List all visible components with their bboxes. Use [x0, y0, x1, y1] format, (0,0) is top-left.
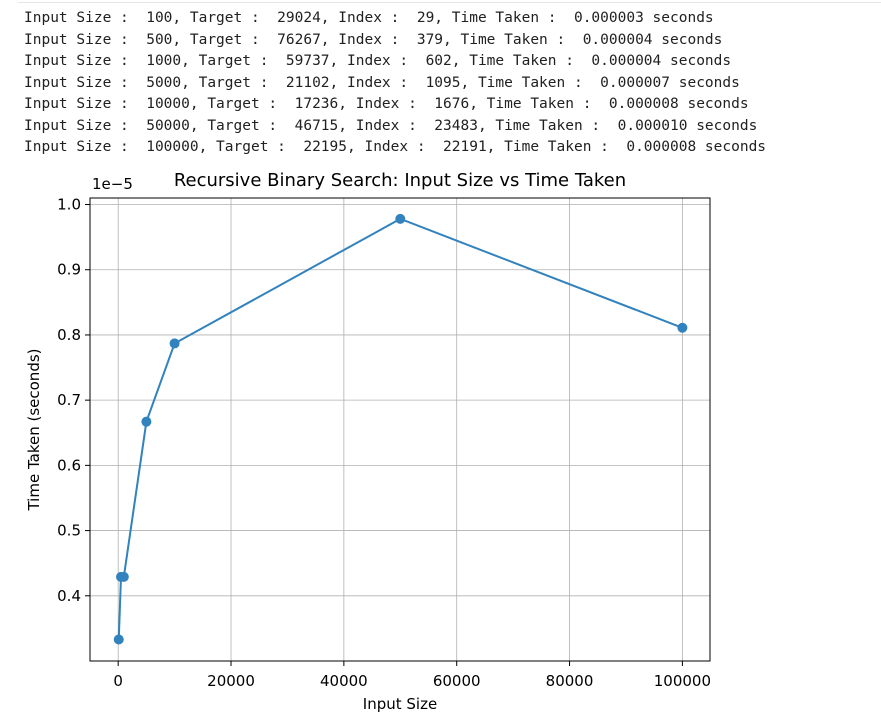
y-tick-label: 0.4	[57, 587, 81, 605]
y-axis-label: Time Taken (seconds)	[25, 348, 43, 511]
y-tick-label: 1.0	[57, 196, 81, 214]
data-point	[395, 213, 406, 224]
output-line: Input Size : 1000, Target : 59737, Index…	[24, 53, 732, 69]
line-chart: 0 20000 40000 60000 80000 100000 0.4 0.5 0.6 0.7 0…	[25, 170, 711, 713]
y-tick-label: 0.6	[57, 456, 81, 474]
output-line: Input Size : 10000, Target : 17236, Inde…	[24, 96, 749, 112]
y-tick-label: 0.7	[57, 391, 81, 409]
y-offset-label: 1e−5	[92, 175, 133, 193]
x-tick-label: 20000	[207, 672, 255, 690]
data-point	[141, 416, 152, 427]
y-tick-label: 0.5	[57, 522, 81, 540]
chart-title: Recursive Binary Search: Input Size vs T…	[174, 170, 626, 191]
data-point	[169, 338, 180, 349]
y-tick-label: 0.9	[57, 261, 81, 279]
x-tick-label: 0	[113, 672, 123, 690]
x-axis-label: Input Size	[363, 695, 437, 713]
output-line: Input Size : 500, Target : 76267, Index …	[24, 31, 723, 48]
output-divider	[18, 2, 881, 3]
data-point	[118, 571, 129, 582]
x-tick-label: 80000	[546, 672, 594, 690]
output-line: Input Size : 100000, Target : 22195, Ind…	[24, 139, 767, 155]
data-point	[113, 634, 124, 645]
data-point	[677, 322, 688, 333]
output-line: Input Size : 5000, Target : 21102, Index…	[24, 74, 740, 91]
series-line	[117, 217, 683, 640]
y-tick-label: 0.8	[57, 326, 81, 344]
x-tick-label: 60000	[433, 672, 481, 690]
x-tick-label: 100000	[654, 672, 711, 690]
output-line: Input Size : 50000, Target : 46715, Inde…	[24, 117, 758, 134]
plot-frame	[89, 197, 711, 662]
console-output: Input Size : 100, Target : 29024, Index …	[24, 8, 766, 159]
output-line: Input Size : 100, Target : 29024, Index …	[24, 10, 714, 26]
x-tick-label: 40000	[320, 672, 368, 690]
